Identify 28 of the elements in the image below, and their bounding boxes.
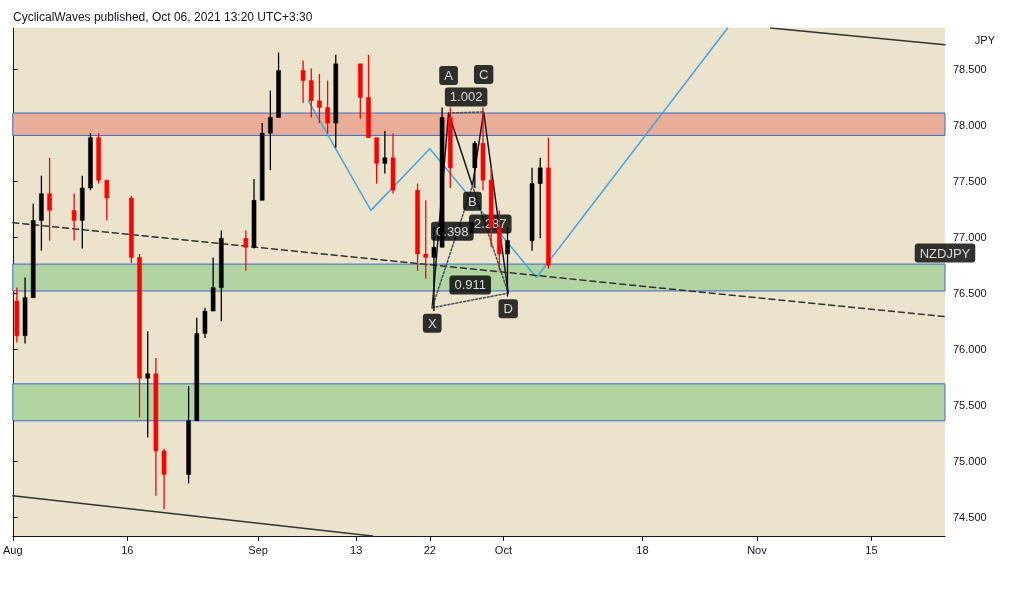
annotation: X [427, 315, 437, 331]
y-tick-label: 77.500 [953, 175, 987, 188]
x-tick-label: Nov [747, 543, 768, 556]
y-tick-label: 78.500 [953, 63, 987, 76]
y-tick-label: 78.000 [953, 119, 987, 132]
y-tick-label: 75.000 [953, 455, 987, 468]
annotation: C [478, 66, 489, 82]
chart-title: CyclicalWaves published, Oct 06, 2021 13:20 UTC+3:30 [13, 10, 313, 24]
x-tick-label: 13 [350, 543, 363, 556]
y-tick-label: 75.500 [953, 399, 987, 412]
annotation: NZDJPY [919, 245, 971, 261]
y-tick-label: 76.500 [953, 287, 987, 300]
y-tick-label: 77.000 [953, 231, 987, 244]
y-tick-label: 76.000 [953, 343, 987, 356]
x-tick-label: Sep [248, 543, 268, 556]
annotation: 1.002 [449, 89, 483, 105]
annotation: 0.911 [454, 277, 486, 293]
text: JPY [974, 33, 996, 46]
x-tick-label: 16 [121, 543, 134, 556]
x-tick-label: Oct [494, 543, 512, 556]
x-tick-label: Aug [3, 543, 23, 556]
annotation: D [503, 301, 513, 317]
x-tick-label: 22 [423, 543, 436, 556]
annotation: A [444, 68, 454, 84]
annotation: B [468, 193, 477, 209]
y-tick-label: 74.500 [953, 510, 987, 523]
x-tick-label: 15 [865, 543, 878, 556]
x-tick-label: 18 [636, 543, 649, 556]
